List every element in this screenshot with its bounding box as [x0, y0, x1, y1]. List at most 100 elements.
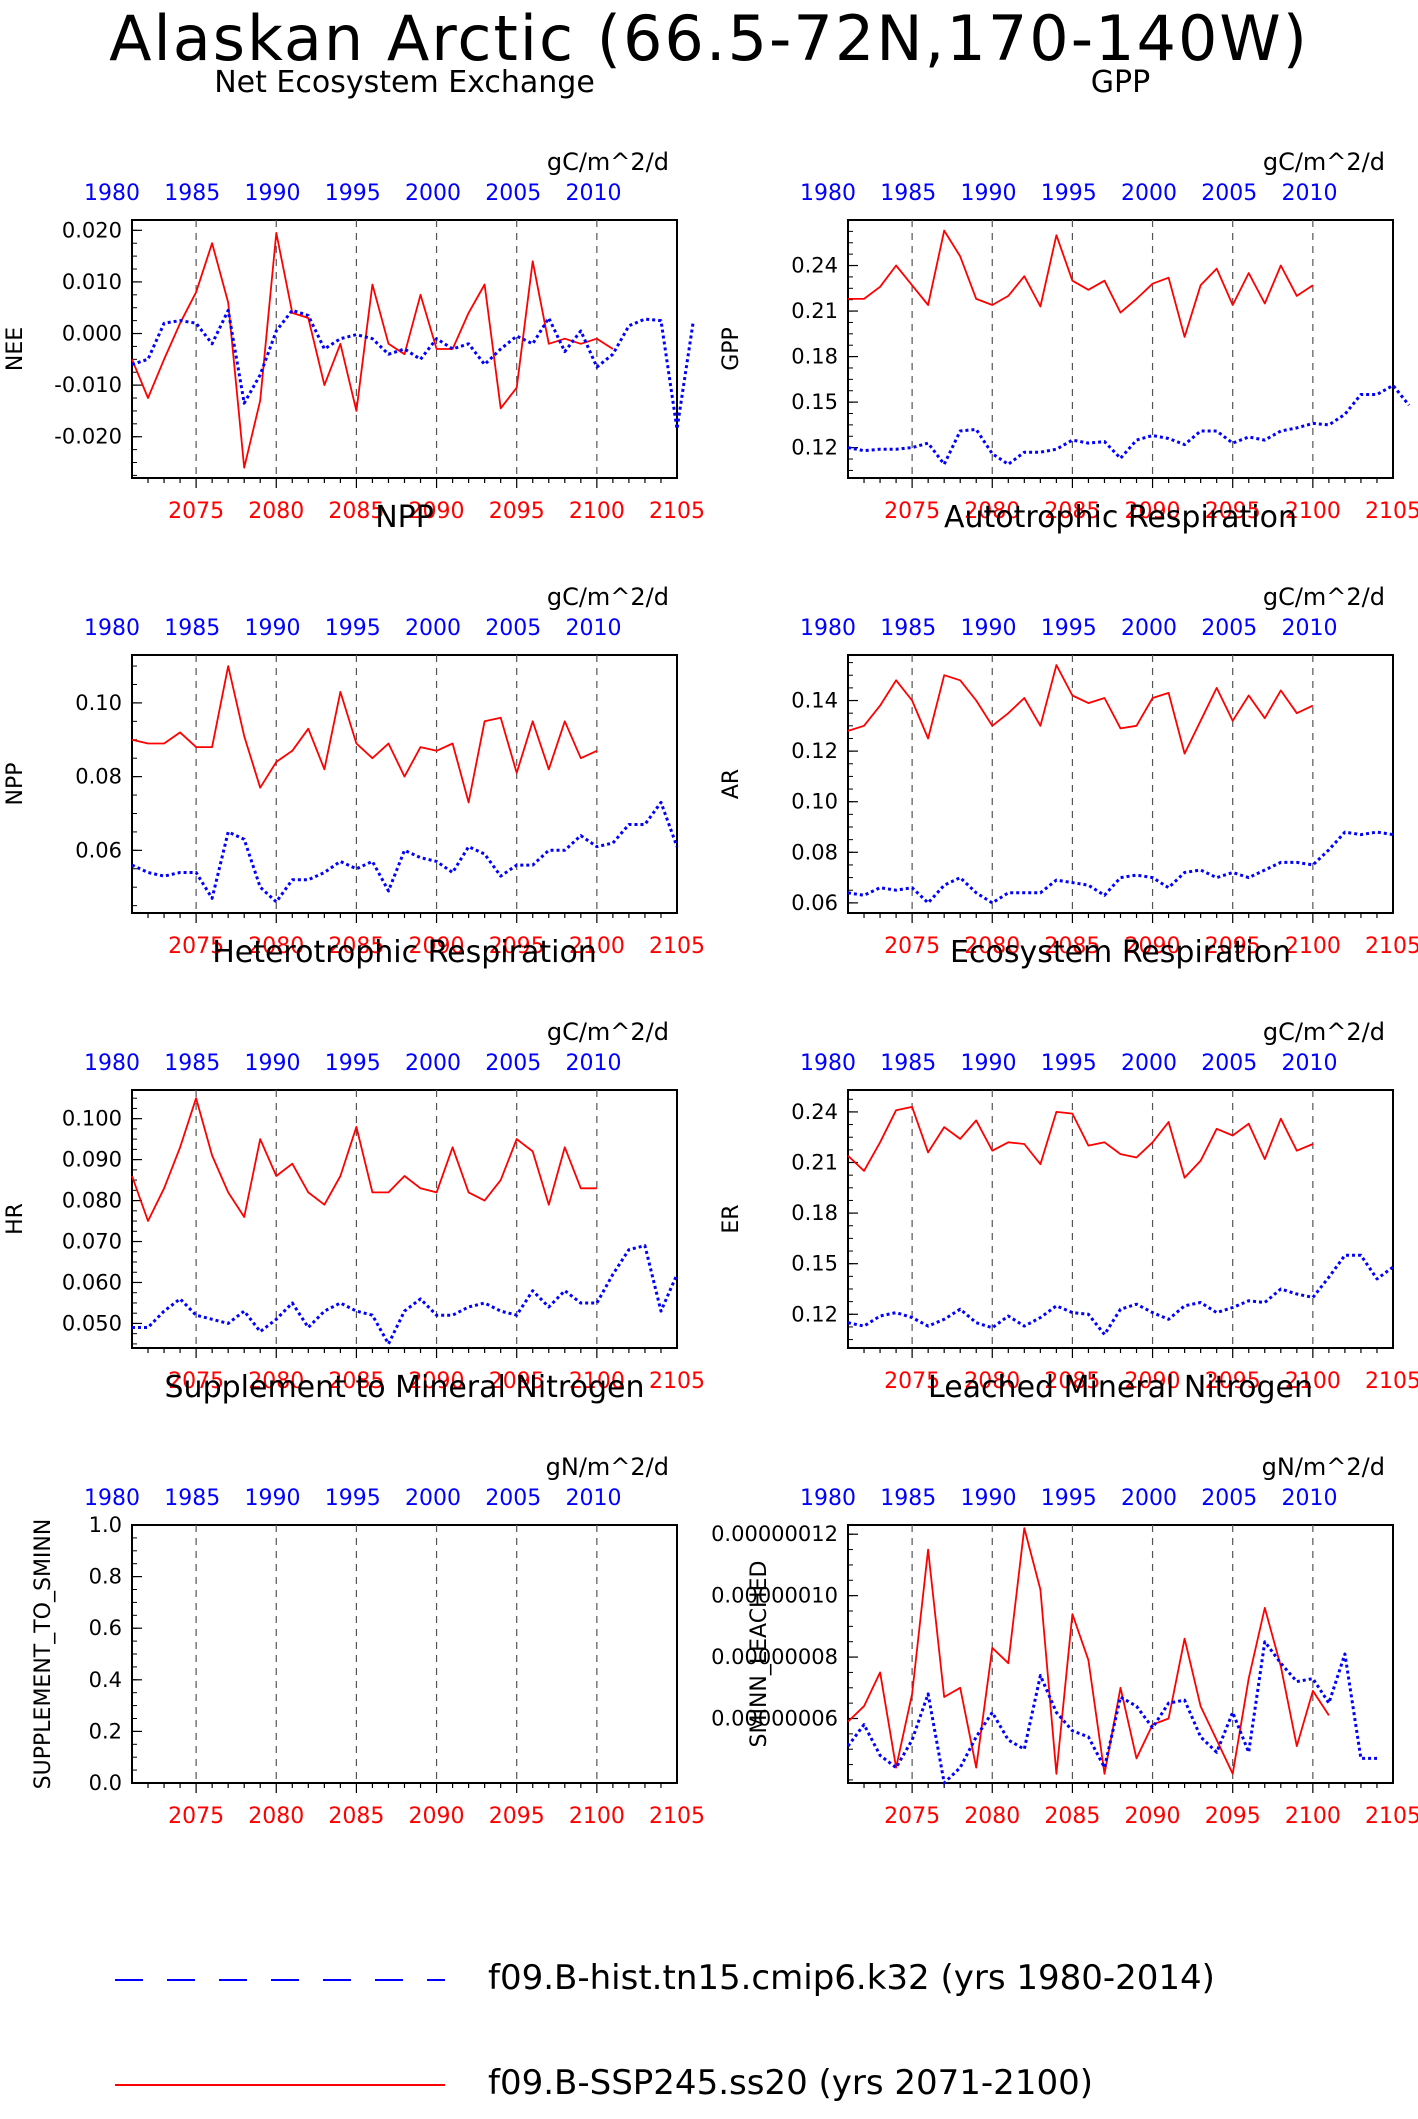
y-tick-label: 0.010 — [62, 270, 122, 294]
x-tick-label-bottom: 2105 — [1365, 499, 1418, 524]
panel-title: Autotrophic Respiration — [944, 500, 1297, 535]
y-tick-label: 0.020 — [62, 218, 122, 242]
x-tick-label-bottom: 2100 — [1285, 1369, 1341, 1394]
x-tick-label-bottom: 2080 — [248, 934, 304, 959]
panel-title: Leached Mineral Nitrogen — [928, 1370, 1313, 1405]
y-tick-label: 0.08 — [791, 840, 838, 864]
x-tick-label-bottom: 2075 — [168, 1369, 224, 1394]
x-tick-label-bottom: 2085 — [1044, 499, 1100, 524]
y-tick-label: 0.8 — [89, 1565, 122, 1589]
x-tick-label-bottom: 2105 — [1365, 1804, 1418, 1829]
x-tick-label-bottom: 2100 — [1285, 934, 1341, 959]
x-tick-label-bottom: 2105 — [649, 1804, 705, 1829]
x-tick-label-bottom: 2075 — [168, 1804, 224, 1829]
x-tick-label-top: 1995 — [1041, 181, 1097, 206]
x-tick-label-top: 1990 — [961, 181, 1017, 206]
x-tick-label-bottom: 2100 — [569, 934, 625, 959]
x-tick-label-top: 1990 — [961, 616, 1017, 641]
legend-label-hist: f09.B-hist.tn15.cmip6.k32 (yrs 1980-2014… — [488, 1958, 1215, 1998]
x-tick-label-top: 1985 — [164, 181, 220, 206]
y-tick-label: 0.08 — [75, 765, 122, 789]
legend-swatch-solid-red — [115, 2084, 445, 2086]
x-tick-label-bottom: 2095 — [1205, 1804, 1261, 1829]
x-tick-label-bottom: 2105 — [649, 499, 705, 524]
y-tick-label: 1.0 — [89, 1513, 122, 1537]
x-tick-label-top: 1995 — [1041, 616, 1097, 641]
units-label: gC/m^2/d — [547, 148, 669, 176]
x-tick-label-top: 2010 — [1282, 1051, 1338, 1076]
series-line-hist — [847, 383, 1411, 466]
y-axis-label: SMINN_LEACHED — [747, 1561, 772, 1748]
units-label: gN/m^2/d — [546, 1453, 669, 1481]
series-line-ssp — [131, 231, 614, 469]
x-tick-label-bottom: 2090 — [409, 934, 465, 959]
series-line-ssp — [847, 664, 1314, 755]
chart-panels: Net Ecosystem Exchange gC/m^2/d 2075 2080 20… — [3, 65, 1418, 1829]
x-tick-label-top: 2000 — [405, 616, 461, 641]
x-tick-label-bottom: 2095 — [1205, 499, 1261, 524]
x-tick-label-top: 2000 — [1121, 181, 1177, 206]
panel-title: GPP — [1091, 65, 1150, 100]
x-tick-label-bottom: 2090 — [1125, 499, 1181, 524]
x-tick-label-top: 1990 — [245, 1486, 301, 1511]
y-axis-label: NEE — [3, 327, 28, 371]
x-tick-label-top: 1990 — [245, 616, 301, 641]
x-tick-label-bottom: 2095 — [1205, 934, 1261, 959]
plot-frame — [131, 1524, 678, 1784]
units-label: gC/m^2/d — [1263, 583, 1385, 611]
y-tick-label: 0.15 — [791, 390, 838, 414]
y-tick-label: 0.18 — [791, 1201, 838, 1225]
x-tick-label-bottom: 2075 — [884, 934, 940, 959]
x-tick-label-top: 1985 — [164, 1051, 220, 1076]
y-tick-label: 0.4 — [89, 1668, 122, 1692]
y-tick-label: -0.010 — [54, 373, 122, 397]
x-tick-label-bottom: 2090 — [409, 499, 465, 524]
x-tick-label-bottom: 2100 — [1285, 499, 1341, 524]
x-tick-label-bottom: 2105 — [1365, 1369, 1418, 1394]
x-tick-label-bottom: 2095 — [489, 499, 545, 524]
x-tick-label-bottom: 2080 — [248, 499, 304, 524]
units-label: gC/m^2/d — [1263, 148, 1385, 176]
legend-item-ssp: f09.B-SSP245.ss20 (yrs 2071-2100) — [0, 2055, 1418, 2115]
x-tick-label-bottom: 2085 — [1044, 1804, 1100, 1829]
y-tick-label: 0.12 — [791, 739, 838, 763]
x-tick-label-bottom: 2105 — [1365, 934, 1418, 959]
x-tick-label-bottom: 2100 — [569, 1804, 625, 1829]
x-tick-label-top: 1980 — [800, 1051, 856, 1076]
y-tick-label: 0.0 — [89, 1771, 122, 1795]
x-tick-label-top: 2000 — [1121, 1486, 1177, 1511]
x-tick-label-bottom: 2090 — [1125, 934, 1181, 959]
x-tick-label-top: 2005 — [485, 1486, 541, 1511]
y-tick-label: 0.6 — [89, 1616, 122, 1640]
x-tick-label-top: 1980 — [800, 1486, 856, 1511]
x-tick-label-top: 1980 — [84, 181, 140, 206]
x-tick-label-top: 2010 — [1282, 616, 1338, 641]
page-title: Alaskan Arctic (66.5-72N,170-140W) — [109, 2, 1309, 75]
x-tick-label-top: 1990 — [961, 1486, 1017, 1511]
x-tick-label-top: 1980 — [84, 1486, 140, 1511]
x-tick-label-top: 2005 — [1201, 1486, 1257, 1511]
x-tick-label-top: 2010 — [566, 616, 622, 641]
y-tick-label: 0.00000012 — [711, 1522, 838, 1546]
x-tick-label-bottom: 2090 — [1125, 1804, 1181, 1829]
x-tick-label-top: 2000 — [1121, 616, 1177, 641]
x-tick-label-bottom: 2085 — [328, 499, 384, 524]
panel-title: Ecosystem Respiration — [950, 935, 1291, 970]
x-tick-label-top: 2000 — [1121, 1051, 1177, 1076]
y-tick-label: 0.12 — [791, 436, 838, 460]
x-tick-label-bottom: 2080 — [248, 1804, 304, 1829]
y-tick-label: 0.21 — [791, 299, 838, 323]
y-axis-label: NPP — [3, 763, 28, 806]
x-tick-label-bottom: 2105 — [649, 934, 705, 959]
x-tick-label-bottom: 2075 — [884, 499, 940, 524]
panel-title: Net Ecosystem Exchange — [214, 65, 595, 100]
x-tick-label-bottom: 2080 — [964, 499, 1020, 524]
plot-frame — [131, 654, 678, 914]
y-tick-label: 0.24 — [791, 254, 838, 278]
x-tick-label-bottom: 2085 — [328, 1369, 384, 1394]
panel-title: NPP — [375, 500, 434, 535]
y-tick-label: 0.070 — [62, 1230, 122, 1254]
series-line-ssp — [131, 1097, 597, 1222]
y-tick-label: 0.100 — [62, 1107, 122, 1131]
y-tick-label: 0.12 — [791, 1302, 838, 1326]
